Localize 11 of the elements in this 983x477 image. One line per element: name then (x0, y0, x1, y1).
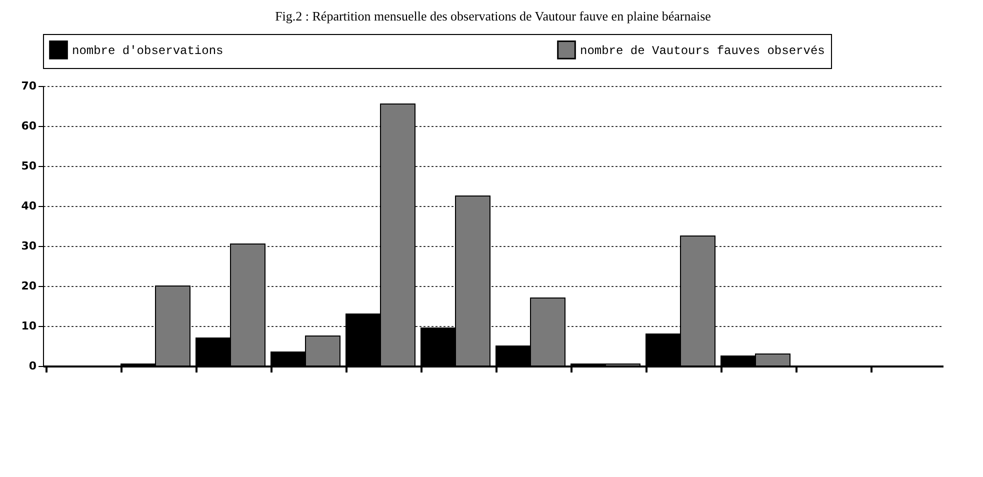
y-tick-label: 50 (21, 160, 37, 172)
y-tick-label: 20 (21, 280, 37, 292)
y-tick-label: 0 (28, 360, 37, 372)
y-tick-label: 10 (21, 320, 37, 332)
y-tick-label: 60 (21, 120, 37, 132)
legend-label: nombre d'observations (72, 44, 224, 58)
y-tick-label: 70 (21, 80, 37, 92)
legend-label: nombre de Vautours fauves observés (580, 44, 825, 58)
chart-title: Fig.2 : Répartition mensuelle des observations de Vautour fauve en plaine béarnaise (275, 8, 712, 24)
y-tick-label: 30 (21, 240, 37, 252)
y-tick-label: 40 (21, 200, 37, 212)
